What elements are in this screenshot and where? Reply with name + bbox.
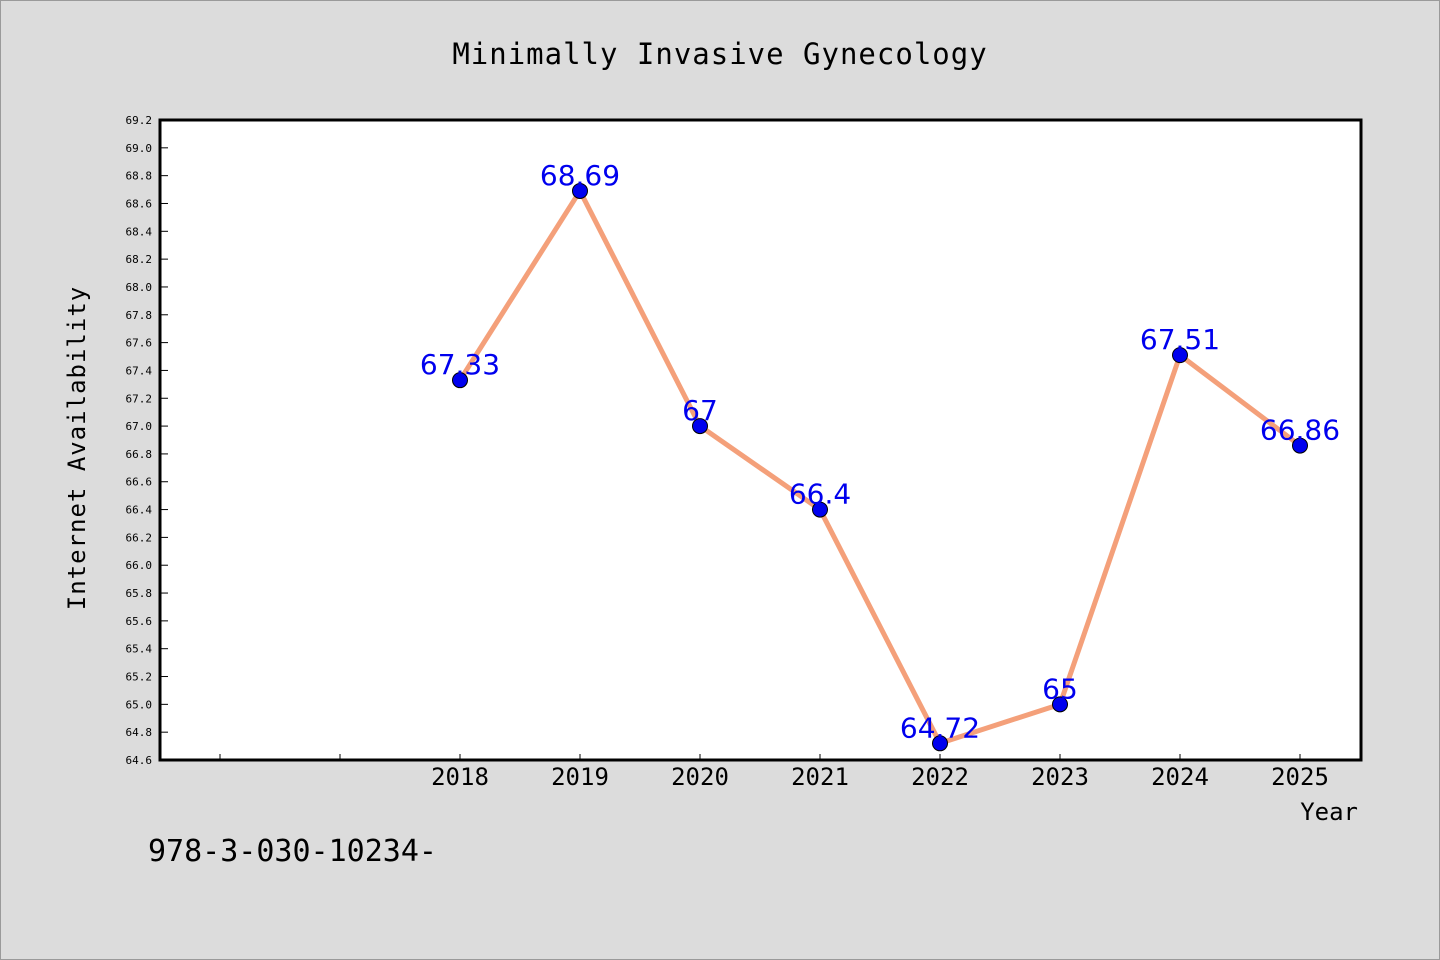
- y-tick-label: 69.0: [126, 142, 153, 155]
- data-label: 68.69: [540, 159, 620, 192]
- y-tick-label: 66.4: [126, 504, 153, 517]
- chart-title: Minimally Invasive Gynecology: [452, 37, 987, 71]
- x-tick-label: 2023: [1031, 763, 1089, 791]
- y-tick-label: 65.2: [126, 671, 153, 684]
- y-tick-label: 69.2: [126, 114, 153, 127]
- y-tick-label: 64.6: [126, 754, 153, 767]
- x-tick-label: 2019: [551, 763, 609, 791]
- y-tick-label: 67.0: [126, 420, 153, 433]
- x-tick-label: 2020: [671, 763, 729, 791]
- x-tick-label: 2025: [1271, 763, 1329, 791]
- plot-border: [158, 118, 1363, 762]
- data-label: 67.51: [1140, 323, 1220, 356]
- y-tick-label: 67.8: [126, 309, 153, 322]
- data-point: [692, 418, 708, 435]
- footer-isbn-text: 978-3-030-10234-: [148, 834, 437, 869]
- y-axis-label: Internet Availability: [63, 286, 91, 610]
- y-tick-label: 66.8: [126, 448, 153, 461]
- data-point: [572, 182, 588, 199]
- data-point: [1292, 437, 1308, 454]
- plot-area: [160, 120, 1361, 760]
- series-line: [457, 188, 1303, 746]
- x-axis: 2018 2019 2020 2021 2022 2023 2024 2025: [219, 754, 1329, 791]
- y-tick-label: 65.6: [126, 615, 153, 628]
- y-tick-label: 65.4: [126, 643, 153, 656]
- x-tick-label: 2018: [431, 763, 489, 791]
- y-tick-label: 65.0: [126, 698, 153, 711]
- y-tick-label: 67.2: [126, 392, 153, 405]
- data-point: [932, 735, 948, 752]
- y-tick-label: 64.8: [126, 726, 153, 739]
- y-tick-label: 68.4: [126, 225, 153, 238]
- y-tick-label: 66.6: [126, 476, 153, 489]
- data-label: 66.86: [1260, 414, 1340, 447]
- y-tick-label: 68.6: [126, 197, 153, 210]
- data-label: 67.33: [420, 348, 500, 381]
- y-tick-label: 67.4: [126, 364, 153, 377]
- y-tick-label: 68.0: [126, 281, 153, 294]
- data-label: 66.4: [789, 478, 851, 511]
- data-point: [812, 501, 828, 518]
- series-line-group: 67.33 68.69 67 66.4 64.72 65 67.51 66.86: [420, 159, 1340, 752]
- x-tick-label: 2021: [791, 763, 849, 791]
- y-tick-label: 65.8: [126, 587, 153, 600]
- data-label: 67: [682, 394, 718, 427]
- data-label: 64.72: [900, 711, 980, 744]
- y-tick-label: 67.6: [126, 337, 153, 350]
- y-tick-label: 68.8: [126, 170, 153, 183]
- x-tick-label: 2024: [1151, 763, 1209, 791]
- data-label: 65: [1042, 672, 1078, 705]
- data-point: [1052, 696, 1068, 713]
- x-axis-label: Year: [1300, 798, 1358, 826]
- data-point: [1172, 347, 1188, 364]
- x-tick-label: 2022: [911, 763, 969, 791]
- y-tick-label: 68.2: [126, 253, 153, 266]
- y-tick-label: 66.2: [126, 531, 153, 544]
- data-point: [452, 372, 468, 389]
- y-tick-label: 66.0: [126, 559, 153, 572]
